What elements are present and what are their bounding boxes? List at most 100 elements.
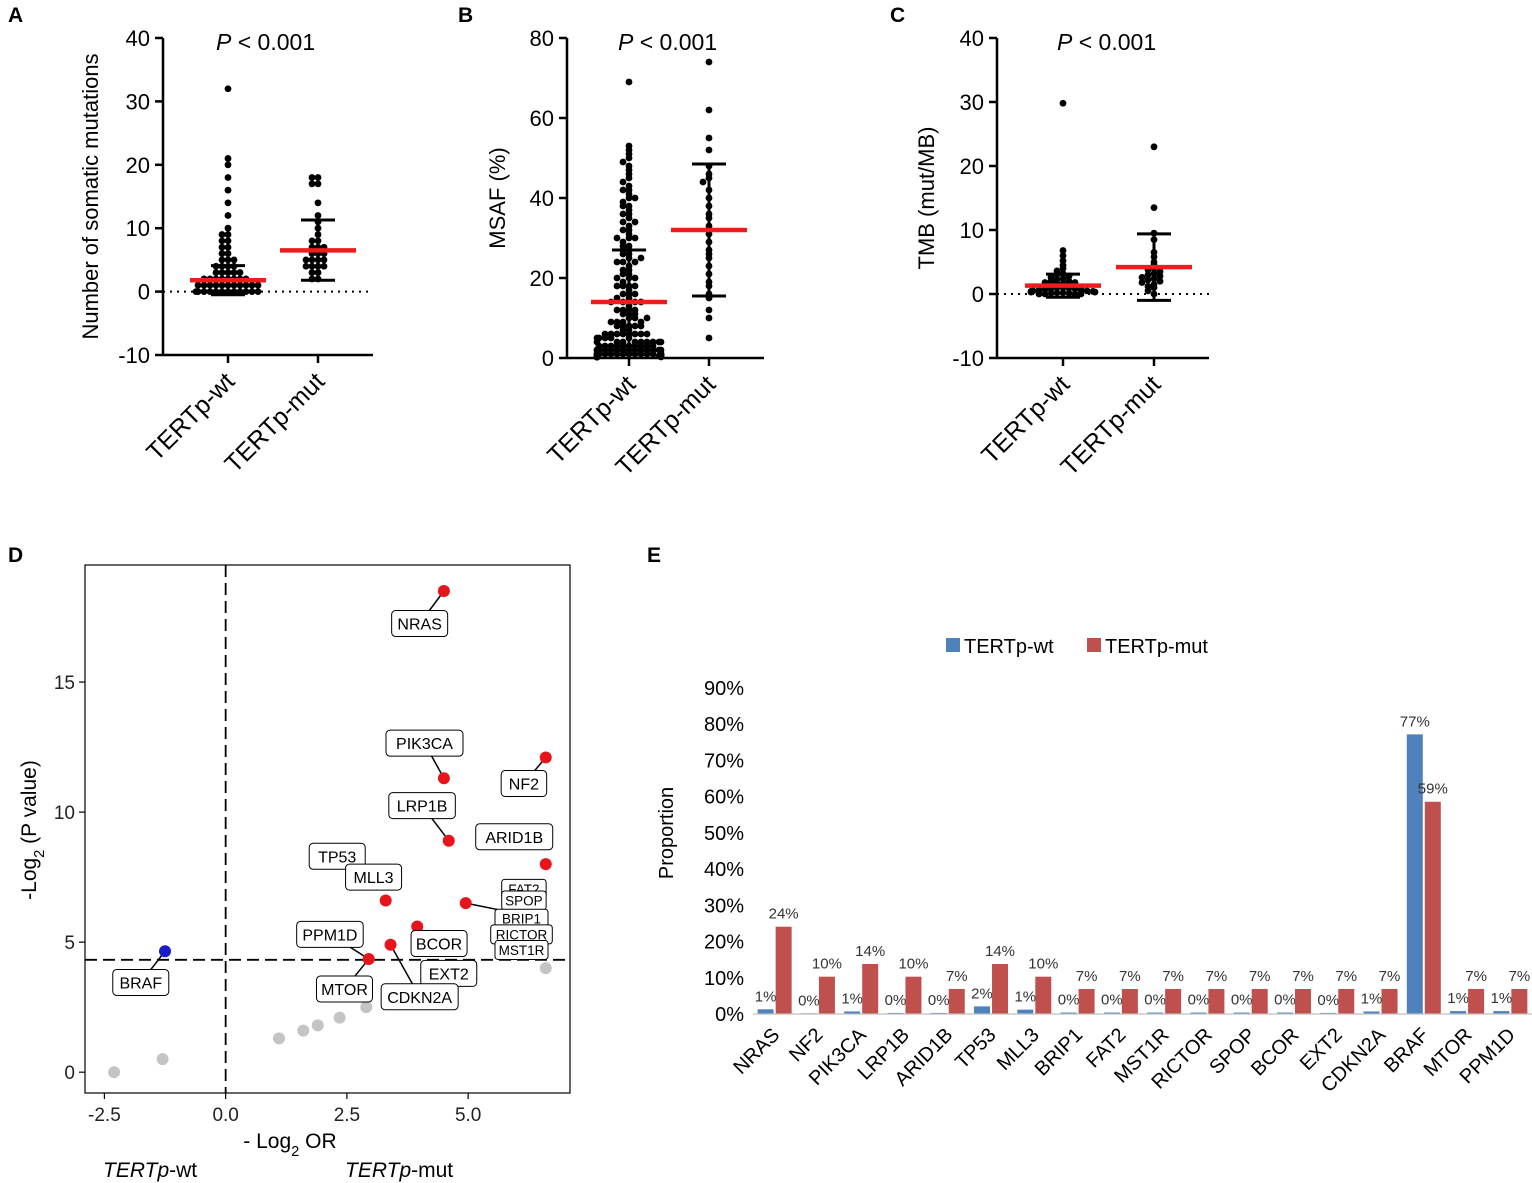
data-point-b-tertp-wt [631, 322, 639, 330]
bar-tertp-wt-tp53 [974, 1006, 991, 1014]
data-point-a-tertp-wt [212, 269, 220, 276]
y-tick-label-a: 20 [126, 153, 150, 178]
data-point-a-tertp-wt [218, 256, 226, 264]
bar-value-label-tertp-mut: 7% [1119, 968, 1141, 985]
y-tick-label: 30% [704, 895, 744, 917]
data-point-b-tertp-mut [705, 334, 713, 342]
data-point-a-tertp-wt [224, 155, 232, 162]
bar-tertp-wt-spop [1233, 1012, 1250, 1014]
gene-label-box [345, 863, 403, 891]
legend-label-tertp-wt: TERTp-wt [964, 636, 1054, 658]
y-tick-label: 10% [704, 968, 744, 990]
data-point-c-tertp-wt [1059, 247, 1067, 254]
data-point-b-tertp-wt [619, 226, 627, 234]
data-point-a-tertp-wt [224, 237, 232, 245]
volcano-point-ext2 [384, 938, 397, 951]
y-tick-label-c: -10 [952, 346, 984, 371]
bar-tertp-mut-nf2 [818, 976, 835, 1014]
bar-tertp-wt-rictor [1190, 1012, 1207, 1014]
data-point-b-tertp-wt [613, 342, 621, 350]
data-point-a-tertp-mut [320, 256, 328, 264]
data-point-a-tertp-wt [200, 288, 208, 295]
y-tick-label-c: 10 [960, 218, 984, 243]
text-span: P [618, 29, 634, 55]
data-point-a-tertp-wt [224, 243, 232, 251]
gene-label-text: EXT2 [429, 966, 469, 983]
gene-label-tp53: TP53 [308, 842, 366, 870]
gene-label-small-rictor: RICTOR [490, 924, 553, 945]
data-point-b-tertp-wt [613, 330, 621, 338]
data-point-b-tertp-wt [631, 218, 639, 226]
x-tick-label: -2.5 [88, 1105, 121, 1126]
y-tick-label-a: 0 [138, 280, 150, 305]
bar-tertp-wt-fat2 [1103, 1012, 1120, 1014]
panel-e-bar-chart: TERTp-wt TERTp-mut 0% 10% 20% 30% 40% 50% 60% 70%… [656, 636, 1532, 1097]
gene-label-text: PIK3CA [396, 736, 453, 753]
text-span: 2 [32, 850, 48, 858]
gene-label-small-mst1r: MST1R [494, 939, 549, 960]
data-point-b-tertp-wt [619, 326, 627, 334]
text-span: P [1057, 29, 1073, 55]
bar-value-label-tertp-wt: 0% [1058, 992, 1080, 1009]
data-point-b-tertp-wt [657, 338, 665, 346]
bar-value-label-tertp-mut: 7% [1335, 968, 1357, 985]
bar-tertp-wt-mst1r [1147, 1012, 1164, 1014]
bar-tertp-mut-tp53 [992, 964, 1009, 1014]
data-point-a-tertp-wt [218, 237, 226, 245]
side-label-mut: TERTp-mut [345, 1159, 453, 1182]
bar-value-label-tertp-wt: 0% [1231, 992, 1253, 1009]
data-point-b-tertp-wt [637, 342, 645, 350]
bar-tertp-mut-brip1 [1078, 989, 1095, 1014]
data-point-b-tertp-wt [619, 178, 627, 186]
data-point-a-tertp-wt [212, 281, 220, 289]
data-point-c-tertp-mut [1156, 277, 1164, 285]
data-point-c-tertp-mut [1150, 204, 1158, 212]
gene-label-ppm1d: PPM1D [296, 920, 364, 948]
y-tick-label-c: 40 [960, 26, 984, 51]
gene-label-box [296, 920, 364, 948]
data-point-c-tertp-wt [1091, 288, 1099, 296]
legend-swatch-tertp-mut [1087, 638, 1101, 652]
data-point-b-tertp-wt [593, 353, 601, 361]
volcano-point-pik3ca [437, 772, 450, 785]
data-point-a-tertp-wt [254, 288, 262, 295]
y-tick-label-b: 20 [530, 266, 554, 291]
volcano-point-braf [159, 945, 172, 958]
gene-label-text: NF2 [509, 776, 539, 793]
bar-tertp-mut-rictor [1208, 989, 1225, 1014]
y-tick-label: 0% [715, 1004, 744, 1026]
volcano-point-lrp1b [442, 834, 455, 847]
bar-value-label-tertp-mut: 7% [1379, 968, 1401, 985]
bar-value-label-tertp-mut: 7% [1465, 968, 1487, 985]
data-point-a-tertp-wt [194, 281, 202, 289]
data-point-c-tertp-mut [1138, 273, 1146, 281]
volcano-point-nf2 [539, 751, 552, 764]
gene-label-text: MTOR [321, 982, 368, 999]
bar-value-label-tertp-wt: 0% [1101, 992, 1123, 1009]
text-span: < 0.001 [1072, 29, 1156, 55]
gene-label-box [112, 968, 170, 996]
volcano-point-mll3 [379, 894, 392, 907]
bar-tertp-mut-ppm1d [1511, 989, 1528, 1014]
text-span: OR [299, 1130, 336, 1153]
y-tick-label: 15 [54, 673, 75, 694]
data-point-a-tertp-mut [314, 199, 322, 207]
data-point-a-tertp-wt [230, 269, 238, 276]
gene-label-box [380, 983, 459, 1011]
gene-label-bcor: BCOR [410, 929, 468, 957]
data-point-b-tertp-wt [619, 218, 627, 226]
bar-tertp-mut-braf [1424, 801, 1441, 1014]
data-point-b-tertp-wt [625, 154, 633, 162]
bar-value-label-tertp-wt: 1% [841, 990, 863, 1007]
data-point-c-tertp-wt [1047, 289, 1055, 297]
data-point-b-tertp-wt [619, 270, 627, 278]
data-point-b-tertp-wt [649, 342, 657, 350]
data-point-b-tertp-wt [631, 330, 639, 338]
y-tick-label: 90% [704, 678, 744, 700]
panel-letter-c: C [890, 4, 905, 27]
data-point-c-tertp-wt [1059, 265, 1067, 272]
data-point-a-tertp-wt [254, 281, 262, 289]
gene-label-lrp1b: LRP1B [388, 792, 456, 820]
data-point-b-tertp-wt [607, 330, 615, 338]
volcano-point-mtor [362, 953, 375, 966]
